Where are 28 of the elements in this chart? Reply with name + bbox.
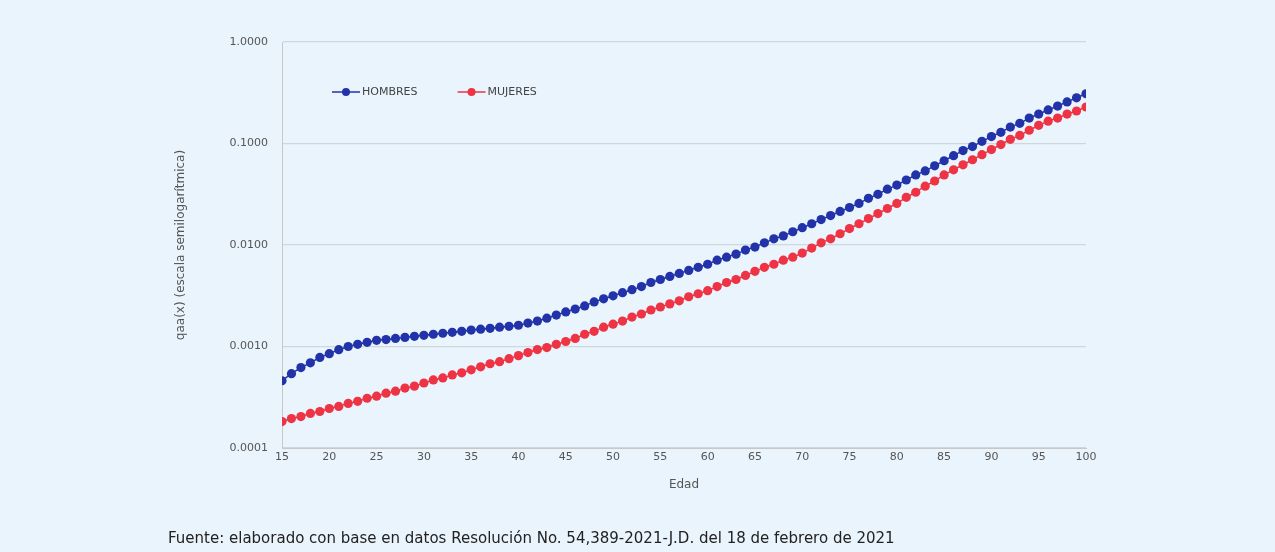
y-tick-label: 0.0100 bbox=[229, 237, 268, 251]
x-tick-label: 60 bbox=[700, 450, 715, 464]
y-tick-label: 1.0000 bbox=[229, 34, 268, 48]
x-tick-label: 25 bbox=[369, 450, 384, 464]
source-note: Fuente: elaborado con base en datos Resolución No. 54,389-2021-J.D. del 18 de febrero de 2021 bbox=[168, 529, 895, 547]
y-tick-label: 0.1000 bbox=[229, 136, 268, 150]
x-tick-label: 70 bbox=[795, 450, 810, 464]
x-tick-label: 95 bbox=[1031, 450, 1046, 464]
x-tick-label: 50 bbox=[606, 450, 621, 464]
x-tick-label: 20 bbox=[322, 450, 337, 464]
x-tick-label: 35 bbox=[464, 450, 479, 464]
legend-label: HOMBRES bbox=[362, 84, 418, 98]
legend-label: MUJERES bbox=[487, 84, 537, 98]
x-tick-label: 85 bbox=[937, 450, 952, 464]
x-axis-title: Edad bbox=[668, 476, 700, 491]
x-tick-label: 75 bbox=[842, 450, 857, 464]
x-tick-label: 65 bbox=[747, 450, 762, 464]
y-axis-title: qaa(x) (escala semilogarítmica) bbox=[173, 149, 188, 341]
x-tick-label: 40 bbox=[511, 450, 526, 464]
x-tick-label: 45 bbox=[558, 450, 573, 464]
x-tick-label: 55 bbox=[653, 450, 668, 464]
x-tick-label: 100 bbox=[1075, 450, 1097, 464]
y-tick-label: 0.0010 bbox=[229, 339, 268, 353]
x-tick-label: 15 bbox=[275, 450, 289, 464]
x-tick-label: 90 bbox=[984, 450, 999, 464]
x-tick-label: 80 bbox=[889, 450, 904, 464]
y-tick-label: 0.0001 bbox=[229, 440, 268, 454]
x-tick-label: 30 bbox=[416, 450, 431, 464]
